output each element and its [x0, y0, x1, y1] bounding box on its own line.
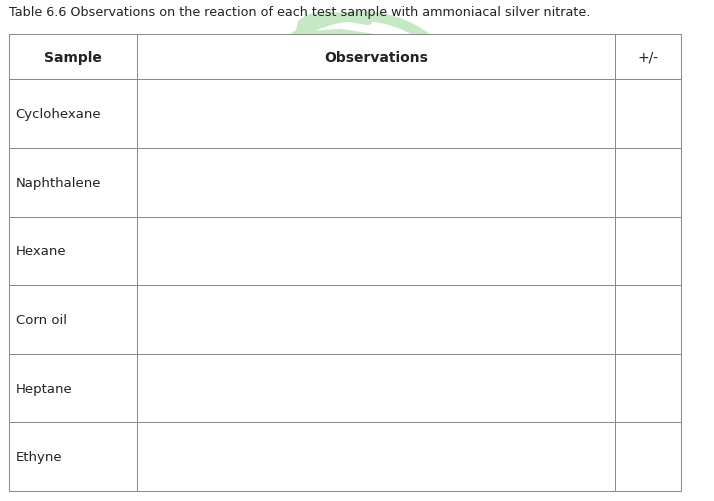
Text: +/-: +/-	[638, 51, 658, 65]
Bar	[615, 35, 681, 80]
Text: Corn oil: Corn oil	[16, 313, 66, 326]
Text: Heptane: Heptane	[16, 382, 72, 395]
Bar	[615, 422, 681, 491]
Bar	[9, 35, 138, 80]
Bar	[138, 354, 615, 422]
Bar	[615, 286, 681, 354]
Bar	[138, 149, 615, 217]
Bar	[9, 217, 138, 286]
Bar	[9, 149, 138, 217]
Bar	[615, 80, 681, 149]
Text: Ethyne: Ethyne	[16, 450, 62, 463]
Text: Table 6.6 Observations on the reaction of each test sample with ammoniacal silve: Table 6.6 Observations on the reaction o…	[9, 6, 590, 19]
Text: Sample: Sample	[44, 51, 102, 65]
Bar	[9, 354, 138, 422]
Bar	[138, 35, 615, 80]
Bar	[138, 286, 615, 354]
Bar	[9, 80, 138, 149]
Bar	[615, 354, 681, 422]
Bar	[138, 422, 615, 491]
Text: Observations: Observations	[324, 51, 428, 65]
Text: Hexane: Hexane	[16, 245, 66, 258]
Text: Naphthalene: Naphthalene	[16, 176, 101, 189]
Bar	[9, 286, 138, 354]
Bar	[138, 217, 615, 286]
Bar	[138, 80, 615, 149]
Bar	[615, 217, 681, 286]
Bar	[615, 149, 681, 217]
Text: Cyclohexane: Cyclohexane	[16, 108, 101, 121]
Bar	[9, 422, 138, 491]
